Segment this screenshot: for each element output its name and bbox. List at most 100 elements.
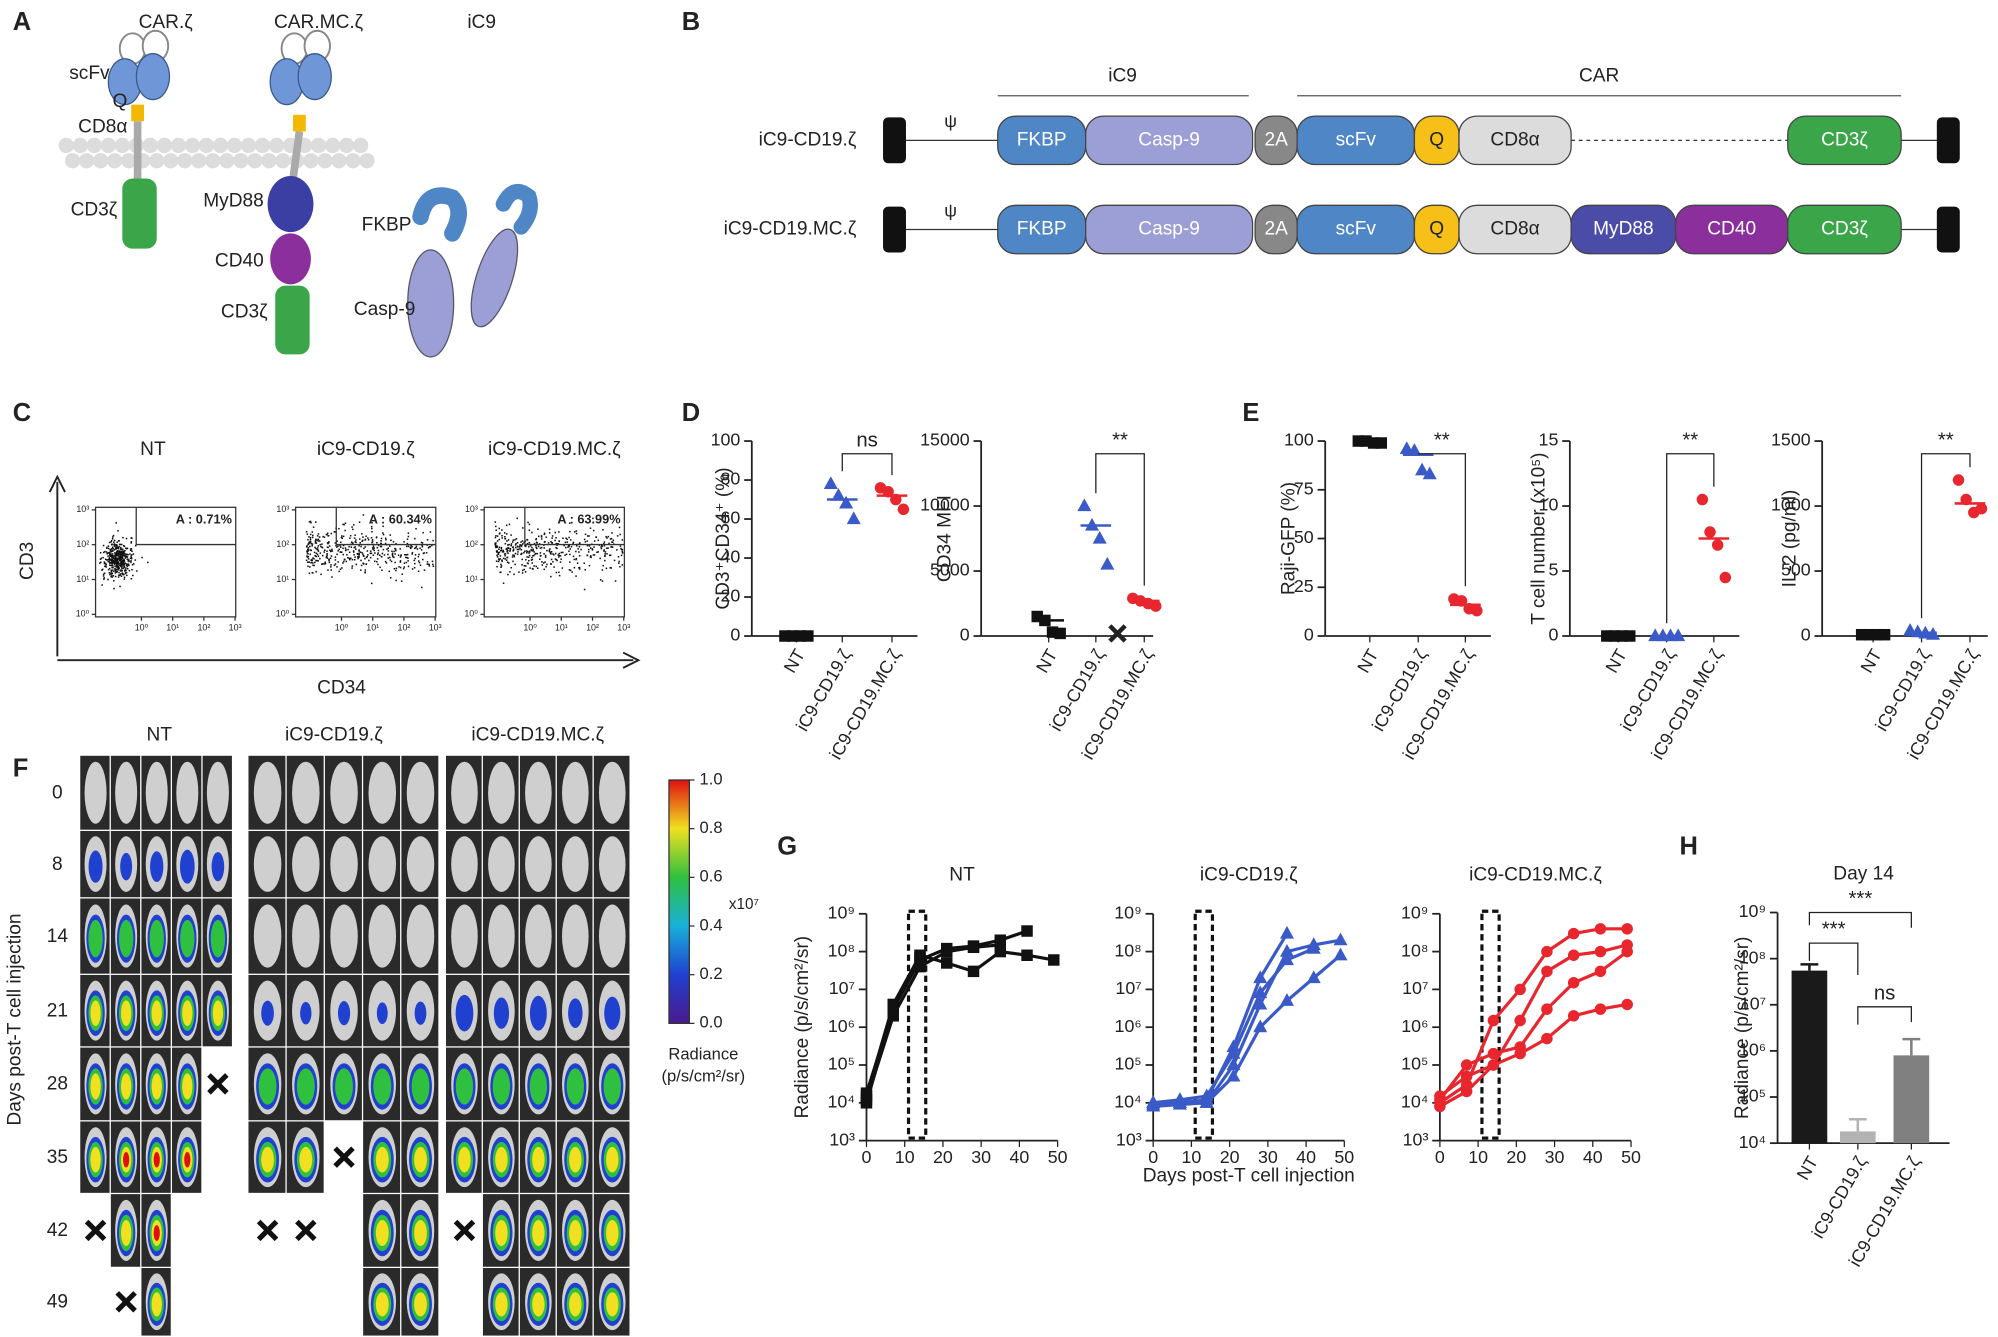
event-dot [121,569,124,572]
signal [606,1292,619,1317]
event-dot [362,514,365,516]
event-dot [568,545,570,548]
event-dot [121,559,123,561]
tick-label: 0.6 [700,867,723,886]
tick-label: 1.0 [700,769,723,788]
event-dot [326,553,328,555]
event-dot [108,556,111,559]
signal [495,1146,508,1173]
event-dot [380,555,383,558]
event-dot [578,551,580,553]
event-dot [550,562,552,565]
event-dot [394,547,396,550]
event-dot [403,566,406,568]
event-dot [619,533,621,536]
event-dot [618,560,620,563]
signal [296,1068,315,1105]
signal [376,1002,388,1025]
event-dot [360,545,362,548]
event-dot [533,551,535,553]
membrane [219,153,235,169]
event-dot [514,563,516,566]
event-dot [372,554,375,556]
event-dot [597,551,600,553]
event-dot [108,552,111,554]
event-dot [572,541,575,544]
group-title: iC9-CD19.MC.ζ [471,724,604,745]
event-dot [307,547,310,549]
event-dot [391,553,394,556]
event-dot [110,564,112,567]
event-dot [130,554,133,556]
x-tick-label: 30 [1258,1147,1278,1167]
tick-label: 10² [197,623,210,633]
event-dot [529,567,531,569]
membrane [254,137,271,154]
event-dot [573,558,576,561]
event-dot [540,535,543,537]
event-dot [380,542,383,545]
membrane [247,153,263,169]
tick-label: 10³ [276,504,289,514]
event-dot [115,571,118,573]
event-dot [324,549,326,552]
event-dot [344,522,347,525]
event-dot [414,557,416,560]
event-dot [118,550,120,552]
event-dot [131,568,133,571]
event-dot [147,561,149,564]
event-dot [125,569,127,572]
event-dot [421,542,424,544]
event-dot [510,543,513,545]
event-dot [519,544,522,546]
plot-title: iC9-CD19.ζ [317,439,415,460]
panel-letter: G [777,832,797,860]
event-dot [512,560,514,563]
y-tick-label: 100 [1284,430,1314,450]
event-dot [104,558,107,561]
x-tick-label: 50 [1048,1147,1068,1167]
event-dot [328,561,331,564]
event-dot [526,556,528,558]
event-dot [502,551,505,553]
event-dot [317,555,320,558]
event-dot [121,548,124,550]
death-marker [84,1219,107,1242]
event-dot [512,548,515,550]
y-axis-label: T cell number (x10⁵) [1528,452,1549,624]
event-dot [111,564,113,566]
event-dot [417,560,420,562]
event-dot [571,571,573,573]
event-dot [129,553,131,555]
marker [941,957,953,969]
event-dot [413,562,416,565]
psi: ψ [944,111,957,131]
event-dot [494,545,497,547]
event-dot [497,558,500,560]
event-dot [519,547,521,550]
event-dot [592,554,595,556]
event-dot [621,550,624,553]
event-dot [413,559,416,562]
marker [1514,1047,1526,1060]
segment [1787,204,1902,255]
event-dot [343,558,346,561]
event-dot [311,531,314,533]
event-dot [602,528,604,531]
event-dot [312,526,315,528]
event-dot [523,568,525,571]
y-tick-label: 10⁸ [1401,940,1428,960]
event-dot [416,548,419,550]
event-dot [515,546,517,549]
segment-label: CD3ζ [1821,129,1868,150]
event-dot [112,534,115,537]
event-dot [367,537,369,539]
event-dot [612,539,615,542]
event-dot [620,548,623,551]
signal [118,919,134,958]
event-dot [552,560,554,563]
event-dot [336,540,338,542]
marker [1621,998,1633,1011]
event-dot [107,578,109,581]
y-tick-label: 10⁵ [828,1054,855,1074]
